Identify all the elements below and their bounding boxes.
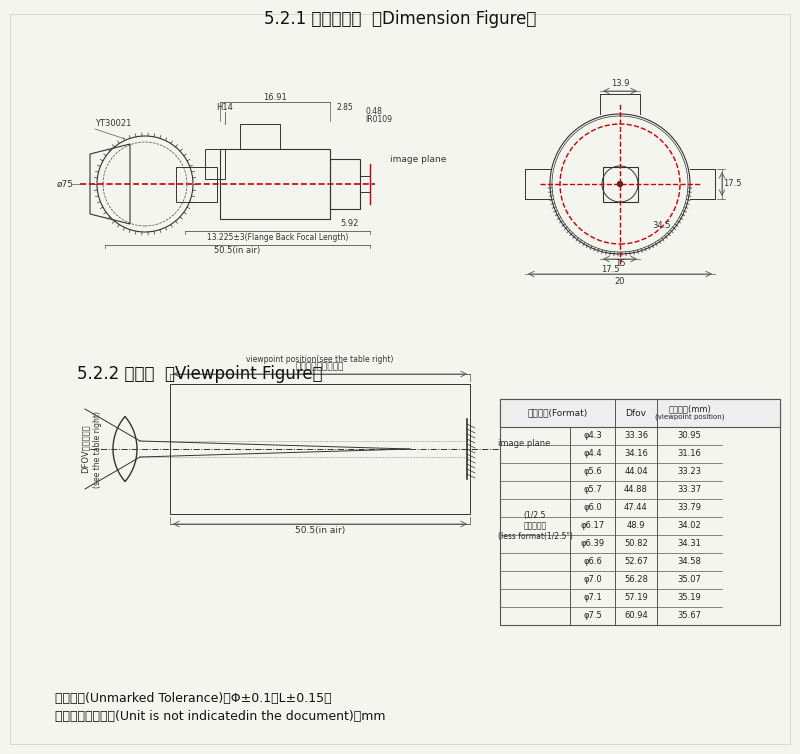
Text: 13.9: 13.9 — [610, 79, 630, 88]
Text: DFOV（见表格）: DFOV（见表格） — [81, 425, 90, 474]
Text: 17.5: 17.5 — [601, 265, 619, 274]
Text: 5.2.1 外形尺寸图  （Dimension Figure）: 5.2.1 外形尺寸图 （Dimension Figure） — [264, 10, 536, 28]
Text: φ4.3: φ4.3 — [583, 431, 602, 440]
Bar — [220, 149, 330, 219]
Bar — [602, 167, 638, 201]
Text: 52.67: 52.67 — [624, 557, 648, 566]
Text: image plane: image plane — [390, 155, 446, 164]
Text: φ6.0: φ6.0 — [583, 504, 602, 513]
Text: φ4.4: φ4.4 — [583, 449, 602, 458]
Bar — [330, 159, 360, 209]
Text: 34.31: 34.31 — [678, 540, 702, 548]
Bar — [240, 124, 280, 149]
Text: 像面大小(Format): 像面大小(Format) — [527, 409, 588, 418]
Text: 34.5: 34.5 — [653, 222, 671, 231]
Text: 60.94: 60.94 — [624, 611, 648, 621]
Text: 本规格书未注单位(Unit is not indicatedin the document)：mm: 本规格书未注单位(Unit is not indicatedin the doc… — [55, 710, 386, 724]
Bar — [170, 384, 470, 514]
Text: φ6.6: φ6.6 — [583, 557, 602, 566]
Bar — [500, 399, 780, 625]
Text: 5.2.2 视点图  （Viewpoint Figure）: 5.2.2 视点图 （Viewpoint Figure） — [77, 365, 323, 383]
Text: 0.48: 0.48 — [365, 108, 382, 117]
Text: Dfov: Dfov — [626, 409, 646, 418]
Text: 48.9: 48.9 — [626, 522, 646, 531]
Text: 15: 15 — [614, 259, 626, 268]
Text: 33.36: 33.36 — [624, 431, 648, 440]
Text: (see the table right): (see the table right) — [93, 410, 102, 488]
Text: 31.16: 31.16 — [678, 449, 702, 458]
Text: 44.04: 44.04 — [624, 467, 648, 477]
Text: 2.85: 2.85 — [337, 103, 354, 112]
Text: 33.23: 33.23 — [678, 467, 702, 477]
Text: 50.5(in air): 50.5(in air) — [295, 526, 345, 535]
Text: 30.95: 30.95 — [678, 431, 702, 440]
Text: 35.07: 35.07 — [678, 575, 702, 584]
Text: 35.67: 35.67 — [678, 611, 702, 621]
Text: ø75: ø75 — [57, 179, 74, 188]
Text: φ6.17: φ6.17 — [581, 522, 605, 531]
Text: 47.44: 47.44 — [624, 504, 648, 513]
Text: image plane: image plane — [498, 440, 550, 449]
Bar — [176, 167, 217, 201]
Text: YT30021: YT30021 — [95, 119, 131, 128]
Text: φ7.1: φ7.1 — [583, 593, 602, 602]
Bar — [360, 176, 370, 192]
Text: φ5.7: φ5.7 — [583, 486, 602, 495]
Text: 56.28: 56.28 — [624, 575, 648, 584]
Bar — [205, 149, 225, 179]
Text: φ7.0: φ7.0 — [583, 575, 602, 584]
Text: 16.91: 16.91 — [263, 93, 287, 102]
Text: 34.16: 34.16 — [624, 449, 648, 458]
Text: 35.19: 35.19 — [678, 593, 702, 602]
Text: 视点位置(mm): 视点位置(mm) — [668, 404, 711, 413]
Text: 17.5: 17.5 — [722, 179, 742, 188]
Text: 视点位置（见表格）: 视点位置（见表格） — [296, 363, 344, 372]
Text: 13.225±3(Flange Back Focal Length): 13.225±3(Flange Back Focal Length) — [207, 232, 348, 241]
Text: 44.88: 44.88 — [624, 486, 648, 495]
Text: 33.79: 33.79 — [678, 504, 702, 513]
Text: 50.5(in air): 50.5(in air) — [214, 247, 261, 256]
Text: 57.19: 57.19 — [624, 593, 648, 602]
Text: viewpoint position(see the table right): viewpoint position(see the table right) — [246, 355, 394, 364]
Text: 50.82: 50.82 — [624, 540, 648, 548]
Text: 20: 20 — [614, 277, 626, 286]
Text: φ6.39: φ6.39 — [581, 540, 605, 548]
Text: IR0109: IR0109 — [365, 115, 392, 124]
Text: (1/2.5
以下镜头）
(less format(1/2.5"): (1/2.5 以下镜头） (less format(1/2.5") — [498, 511, 573, 541]
Text: 34.58: 34.58 — [678, 557, 702, 566]
Circle shape — [618, 182, 622, 186]
Text: 未注公差(Unmarked Tolerance)：Φ±0.1，L±0.15，: 未注公差(Unmarked Tolerance)：Φ±0.1，L±0.15， — [55, 692, 332, 706]
Text: 5.92: 5.92 — [341, 219, 359, 228]
Bar — [500, 399, 780, 427]
Text: 34.02: 34.02 — [678, 522, 702, 531]
Text: φ5.6: φ5.6 — [583, 467, 602, 477]
Text: (viewpoint position): (viewpoint position) — [654, 414, 724, 421]
Text: φ7.5: φ7.5 — [583, 611, 602, 621]
Text: 33.37: 33.37 — [678, 486, 702, 495]
Text: H14: H14 — [217, 103, 234, 112]
